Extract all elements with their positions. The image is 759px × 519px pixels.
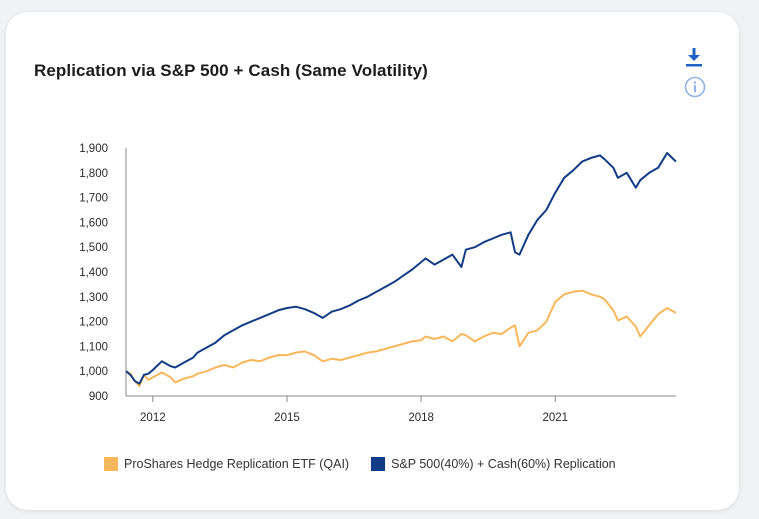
- x-tick-label: 2021: [542, 412, 568, 424]
- y-tick-label: 1,900: [79, 143, 108, 155]
- y-tick-label: 1,200: [79, 317, 108, 329]
- y-tick-label: 1,000: [79, 366, 108, 378]
- legend-swatch-qai: [104, 457, 118, 471]
- y-tick-label: 900: [89, 391, 108, 403]
- legend-label-qai: ProShares Hedge Replication ETF (QAI): [124, 457, 350, 471]
- legend-item-qai[interactable]: ProShares Hedge Replication ETF (QAI): [104, 457, 349, 471]
- download-button[interactable]: [683, 45, 705, 71]
- x-axis: 2012 2015 2018 2021: [126, 395, 676, 424]
- y-tick-label: 1,400: [79, 267, 108, 279]
- chart-lines: [125, 152, 677, 388]
- x-tick-label: 2012: [140, 412, 166, 424]
- info-icon: [684, 76, 706, 98]
- legend-item-replication[interactable]: S&P 500(40%) + Cash(60%) Replication: [371, 457, 616, 471]
- y-tick-label: 1,300: [79, 292, 108, 304]
- info-button[interactable]: [683, 75, 707, 99]
- y-axis: 1,900 1,800 1,700 1,600 1,500 1,400 1,300 1,200…: [79, 143, 127, 403]
- legend-label-replication: S&P 500(40%) + Cash(60%) Replication: [391, 457, 616, 471]
- chart-title: Replication via S&P 500 + Cash (Same Vol…: [34, 61, 428, 80]
- series-line-replication: [125, 152, 677, 385]
- chart-card: [6, 12, 739, 510]
- download-icon: [686, 48, 702, 67]
- series-line-qai: [125, 289, 677, 388]
- y-tick-label: 1,100: [79, 341, 108, 353]
- y-tick-label: 1,800: [79, 168, 108, 180]
- y-tick-label: 1,500: [79, 242, 108, 254]
- x-tick-label: 2018: [408, 412, 434, 424]
- x-tick-label: 2015: [274, 412, 300, 424]
- legend: ProShares Hedge Replication ETF (QAI) S&…: [104, 457, 638, 471]
- legend-swatch-replication: [371, 457, 386, 471]
- y-tick-label: 1,600: [79, 217, 108, 229]
- y-tick-label: 1,700: [79, 193, 108, 205]
